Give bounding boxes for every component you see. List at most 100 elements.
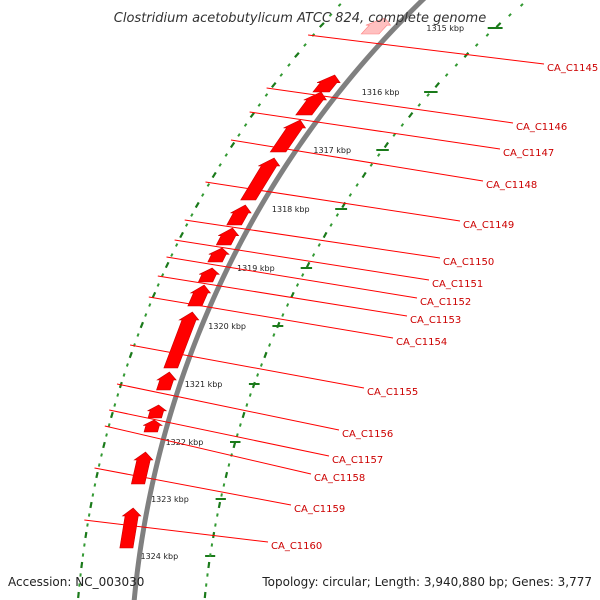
inner-track-dot: [190, 213, 194, 217]
gene-label: CA_C1157: [332, 455, 383, 466]
inner-track-dot: [287, 63, 291, 67]
gene-label: CA_C1150: [443, 257, 494, 268]
gene-arrow: [240, 157, 281, 201]
gene-leader-line: [94, 467, 292, 506]
scale-label: 1319 kbp: [237, 264, 275, 273]
gene-arrow: [207, 247, 230, 263]
outer-track-dot: [369, 163, 374, 167]
gene-leader-line: [205, 181, 461, 222]
gene-label-layer: CA_C1145 CA_C1146 CA_C1147 CA_C1148 CA_C1149…: [84, 34, 598, 552]
gene-arrow: [197, 267, 220, 283]
outer-track-dot: [224, 471, 229, 479]
inner-track-dot: [139, 321, 144, 329]
inner-track-dot: [249, 111, 256, 119]
inner-track-dot: [144, 313, 148, 317]
scale-label: 1323 kbp: [151, 495, 189, 504]
outer-track-dot: [207, 561, 211, 569]
gene-leader-line: [84, 519, 269, 543]
inner-track-dot: [318, 22, 325, 28]
inner-track-dot: [224, 153, 228, 157]
gene-arrow: [119, 507, 142, 549]
outer-track-dot: [417, 103, 422, 107]
gene-arrow: [269, 119, 307, 153]
inner-track-dot: [148, 303, 152, 307]
scale-label: 1316 kbp: [362, 88, 400, 97]
outer-track-dot: [463, 52, 470, 58]
inner-track-dot: [125, 363, 129, 367]
scale-layer: 1315 kbp 1316 kbp 1317 kbp 1318 kbp 1319 kbp…: [140, 24, 503, 561]
outer-track-dot: [256, 373, 260, 377]
outer-track-dot: [519, 3, 524, 7]
scale-label: 1317 kbp: [313, 146, 351, 155]
gene-leader-line: [184, 219, 441, 259]
outer-track-dot: [317, 243, 321, 247]
outer-track-dot: [232, 441, 237, 449]
outer-track-dot: [268, 343, 272, 347]
inner-track-dot: [206, 183, 211, 187]
outer-track-dot: [220, 493, 223, 497]
inner-track-dot: [170, 253, 174, 257]
outer-track-dot: [203, 591, 207, 599]
gene-label: CA_C1147: [503, 148, 554, 159]
inner-track-dot: [164, 261, 170, 269]
gene-label: CA_C1160: [271, 541, 322, 552]
outer-track-dot: [400, 123, 405, 127]
gene-arrow: [312, 74, 341, 93]
scale-label: 1315 kbp: [426, 24, 464, 33]
gene-label: CA_C1158: [314, 473, 365, 484]
gene-leader-line: [308, 34, 545, 65]
gene-label: CA_C1152: [420, 297, 471, 308]
inner-track-dot: [243, 123, 248, 127]
inner-track-dot: [279, 73, 284, 77]
gene-leader-line: [104, 425, 312, 475]
outer-track-dot: [248, 393, 252, 397]
outer-track-dot: [230, 453, 233, 457]
inner-track-dot: [151, 291, 157, 299]
outer-track-dot: [214, 523, 217, 527]
outer-track-dot: [377, 153, 381, 157]
outer-track-dot: [241, 411, 246, 419]
gene-arrow: [295, 91, 327, 116]
outer-track-dot: [286, 303, 290, 307]
inner-track-dot: [95, 471, 99, 479]
gene-leader-line: [157, 275, 408, 317]
outer-track-dot: [322, 231, 328, 239]
accession-text: Accession: NC_003030: [8, 575, 144, 589]
outer-track-dot: [408, 111, 414, 119]
outer-track-dot: [235, 433, 239, 437]
outer-track-dot: [272, 333, 276, 337]
inner-track-dot: [91, 493, 95, 497]
gene-label: CA_C1156: [342, 429, 393, 440]
outer-track-dot: [355, 183, 359, 187]
gene-arrow: [360, 17, 392, 35]
inner-track-dot: [161, 273, 165, 277]
inner-track-dot: [156, 283, 160, 287]
outer-track-dot: [454, 63, 459, 67]
outer-track-dot: [392, 133, 396, 137]
inner-track-dot: [218, 163, 222, 167]
outer-track-dot: [508, 13, 512, 17]
outer-track-dot: [485, 33, 490, 37]
inner-track-dot: [211, 171, 217, 179]
outer-track-dot: [290, 291, 295, 299]
outer-track-dot: [222, 483, 226, 487]
gene-arrow: [226, 204, 252, 226]
inner-track-dot: [102, 441, 106, 449]
gene-label: CA_C1148: [486, 180, 537, 191]
inner-track-dot: [116, 393, 120, 397]
inner-track-dot: [201, 193, 205, 197]
gene-label: CA_C1153: [410, 315, 461, 326]
gene-arrow: [163, 311, 200, 369]
scale-label: 1320 kbp: [208, 322, 246, 331]
inner-track-dot: [77, 591, 80, 599]
inner-track-dot: [237, 133, 241, 137]
outer-track-dot: [245, 403, 249, 407]
outer-track-dot: [348, 193, 353, 197]
outer-track-dot: [305, 261, 311, 269]
gene-arrow: [187, 284, 212, 307]
gene-label: CA_C1149: [463, 220, 514, 231]
inner-track-dot: [105, 433, 108, 437]
gene-leader-line: [249, 111, 501, 150]
outer-track-dot: [281, 313, 285, 317]
